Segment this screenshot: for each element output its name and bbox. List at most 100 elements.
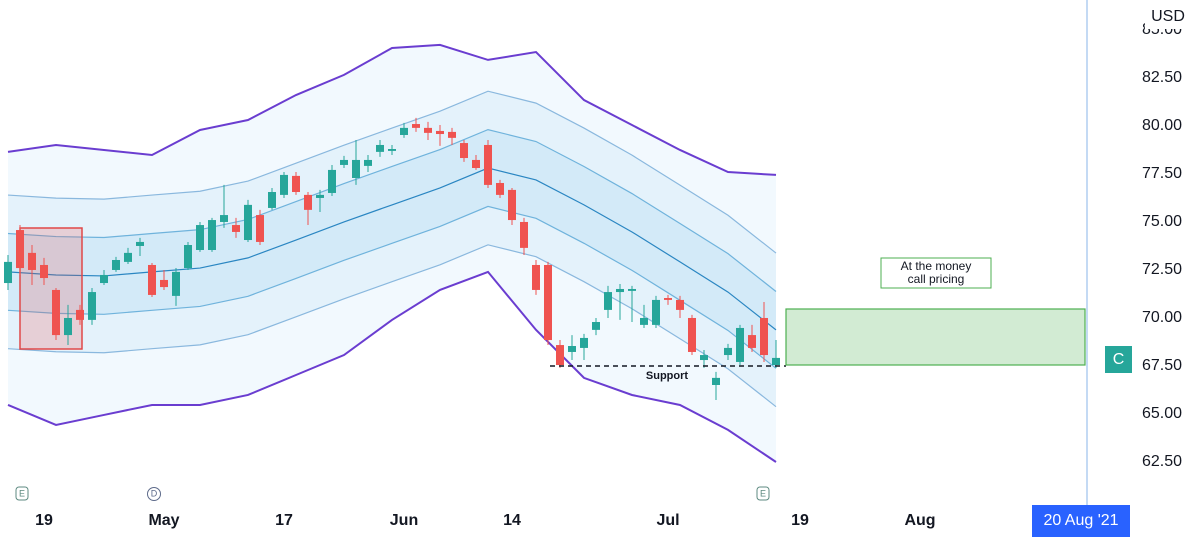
candle-body [436,130,444,135]
y-tick-label: 77.50 [1142,165,1182,182]
candle-body [340,159,348,165]
candle-body [544,264,552,341]
call-label: call pricing [908,272,965,286]
x-tick-label: Aug [904,512,935,529]
event-marker[interactable]: D [147,487,161,501]
candle-body [40,264,48,279]
band-line [7,128,777,292]
candle-body [568,346,576,352]
candle-body [268,192,276,208]
badge [1105,346,1132,373]
candle-body [328,169,336,193]
candle-body [400,127,408,135]
candle-body [472,159,480,169]
candle-body [760,317,768,356]
event-marker-box [147,487,161,501]
candle-body [136,241,144,246]
y-tick-label: 62.50 [1142,453,1182,470]
candle-body [616,288,624,293]
candle-body [676,299,684,310]
y-tick-label: 67.50 [1142,357,1182,374]
candle-body [256,215,264,242]
candle-body [196,225,204,251]
candle-body [64,317,72,336]
y-tick-label: 82.50 [1142,69,1182,86]
x-tick-label: 19 [791,512,809,529]
band-line [7,43,777,176]
call-box [785,308,1086,366]
currency-box [1145,5,1191,29]
candle-body [304,194,312,210]
crosshair-label-box [1032,505,1130,537]
candle-body [712,377,720,385]
candle-body [4,261,12,284]
axis-layer: 62.50 65.00 67.50 70.00 72.50 75.00 77.50 80.00… [35,21,1182,529]
candle-body [448,131,456,138]
y-tick-label: 80.00 [1142,117,1182,134]
candle-body [604,292,612,310]
candle-body [496,182,504,195]
band-line [7,167,777,331]
candle-body [184,245,192,269]
x-tick-label: 17 [275,512,293,529]
candle-body [208,220,216,251]
candle-body [172,271,180,296]
call-label: At the money [901,259,972,273]
candle-body [640,317,648,325]
x-tick-label: 19 [35,512,53,529]
candle-body [100,274,108,284]
event-marker-box [15,486,29,501]
candle-body [232,225,240,232]
candle-body [772,357,780,366]
candle-body [364,159,372,166]
support-label: Support [646,370,688,382]
candle-body [412,124,420,128]
candle-body [736,327,744,362]
candle-body [292,175,300,193]
y-tick-label: 72.50 [1142,261,1182,278]
candle-body [16,230,24,269]
event-marker[interactable]: E [15,486,29,501]
candle-body [688,317,696,352]
candles-layer [4,117,780,400]
candle-body [160,279,168,288]
candle-body [592,322,600,330]
x-tick-label: Jul [656,512,679,529]
candle-body [76,309,84,320]
x-tick-label: 14 [503,512,521,529]
event-marker-label: E [760,488,766,498]
candle-body [580,337,588,348]
band-line [7,205,777,369]
candle-body [112,259,120,270]
candle-body [508,189,516,221]
candle-body [52,289,60,336]
highlight-box [19,227,83,350]
y-tick-label: 70.00 [1142,309,1182,326]
y-tick-label: 65.00 [1142,405,1182,422]
band-fill [8,129,776,369]
candle-body [124,252,132,262]
band-line [7,90,777,254]
candle-body [244,204,252,241]
badge-label: C [1113,351,1125,368]
candle-body [520,221,528,248]
band-line [7,270,777,463]
candle-body [316,194,324,198]
currency-label: USD [1151,8,1185,25]
event-marker[interactable]: E [756,486,770,501]
candle-body [532,264,540,290]
candle-body [220,215,228,222]
candle-body [664,298,672,300]
candle-body [388,149,396,151]
candle-body [28,252,36,270]
crosshair-label: 20 Aug '21 [1043,512,1118,529]
candle-body [88,292,96,320]
candle-body [748,335,756,348]
candle-body [652,299,660,325]
event-marker-label: D [151,488,158,498]
call-label-box [880,257,992,289]
event-marker-label: E [19,488,25,498]
x-tick-label: May [148,512,179,529]
candle-body [628,288,636,291]
candle-body [460,143,468,159]
